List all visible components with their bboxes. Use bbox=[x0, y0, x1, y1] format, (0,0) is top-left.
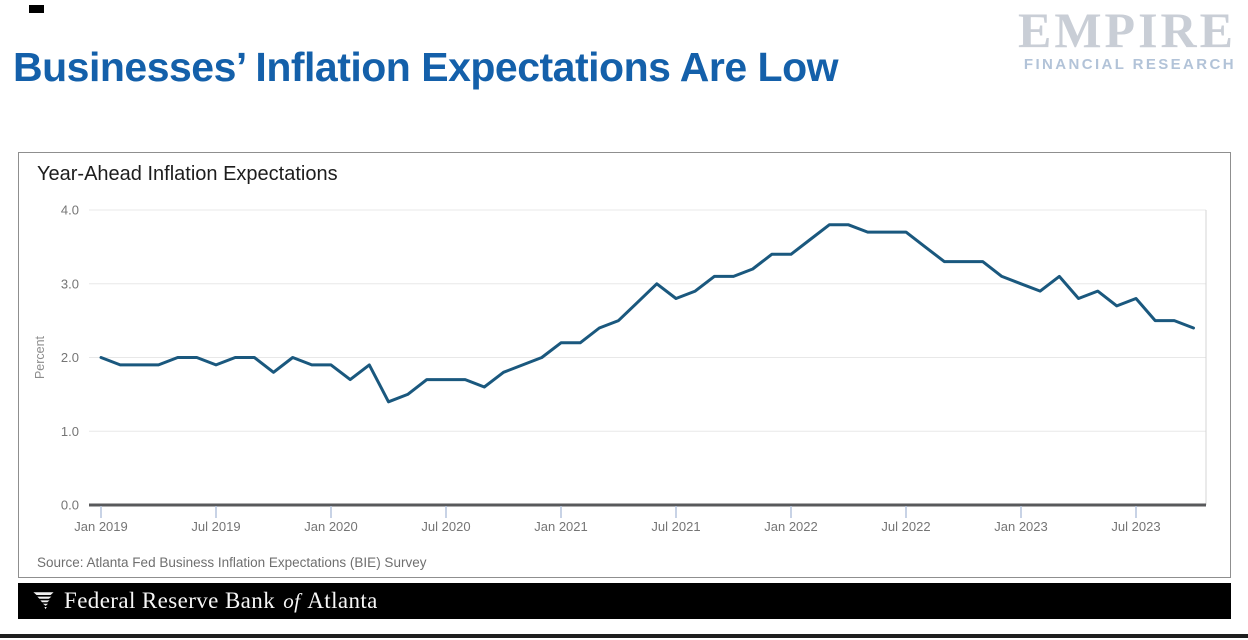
y-tick-label: 4.0 bbox=[61, 203, 79, 218]
slide-bottom-border bbox=[0, 634, 1248, 638]
x-tick-label: Jul 2020 bbox=[421, 519, 470, 534]
footer-bank-name: Federal Reserve Bank of Atlanta bbox=[64, 588, 378, 614]
slide-title: Businesses’ Inflation Expectations Are L… bbox=[13, 44, 839, 90]
y-tick-label: 3.0 bbox=[61, 276, 79, 291]
inflation-expectations-line bbox=[99, 223, 1195, 404]
source-note: Source: Atlanta Fed Business Inflation E… bbox=[37, 555, 427, 570]
x-tick-label: Jul 2023 bbox=[1111, 519, 1160, 534]
y-tick-label: 0.0 bbox=[61, 498, 79, 513]
inflation-expectations-line-chart: 0.0 1.0 2.0 3.0 4.0 Percent Jan 2019 Jul 2019 Ja… bbox=[33, 203, 1207, 534]
chart-card: 0.0 1.0 2.0 3.0 4.0 Percent Jan 2019 Jul 2019 Ja… bbox=[18, 152, 1231, 578]
atlanta-fed-footer: Federal Reserve Bank of Atlanta bbox=[18, 583, 1231, 619]
x-tick-label: Jan 2019 bbox=[74, 519, 128, 534]
x-tick-label: Jan 2021 bbox=[534, 519, 588, 534]
x-tick-label: Jul 2019 bbox=[191, 519, 240, 534]
x-tick-label: Jan 2023 bbox=[994, 519, 1048, 534]
footer-text-of: of bbox=[283, 589, 301, 613]
x-tick-label: Jul 2021 bbox=[651, 519, 700, 534]
x-tick-label: Jan 2022 bbox=[764, 519, 818, 534]
y-axis-label: Percent bbox=[33, 335, 47, 379]
fed-eagle-icon bbox=[33, 592, 54, 610]
logo-subtitle: FINANCIAL RESEARCH bbox=[1023, 56, 1236, 73]
top-left-dash-decoration bbox=[29, 5, 44, 13]
x-tick-label: Jul 2022 bbox=[881, 519, 930, 534]
x-tick-label: Jan 2020 bbox=[304, 519, 358, 534]
footer-text-after: Atlanta bbox=[307, 588, 378, 613]
chart-title: Year-Ahead Inflation Expectations bbox=[37, 163, 338, 185]
logo-wordmark: EMPIRE bbox=[1018, 2, 1236, 58]
y-tick-label: 2.0 bbox=[61, 350, 79, 365]
empire-financial-research-logo: EMPIRE FINANCIAL RESEARCH bbox=[1018, 4, 1236, 73]
footer-text-before: Federal Reserve Bank bbox=[64, 588, 276, 613]
y-tick-label: 1.0 bbox=[61, 424, 79, 439]
